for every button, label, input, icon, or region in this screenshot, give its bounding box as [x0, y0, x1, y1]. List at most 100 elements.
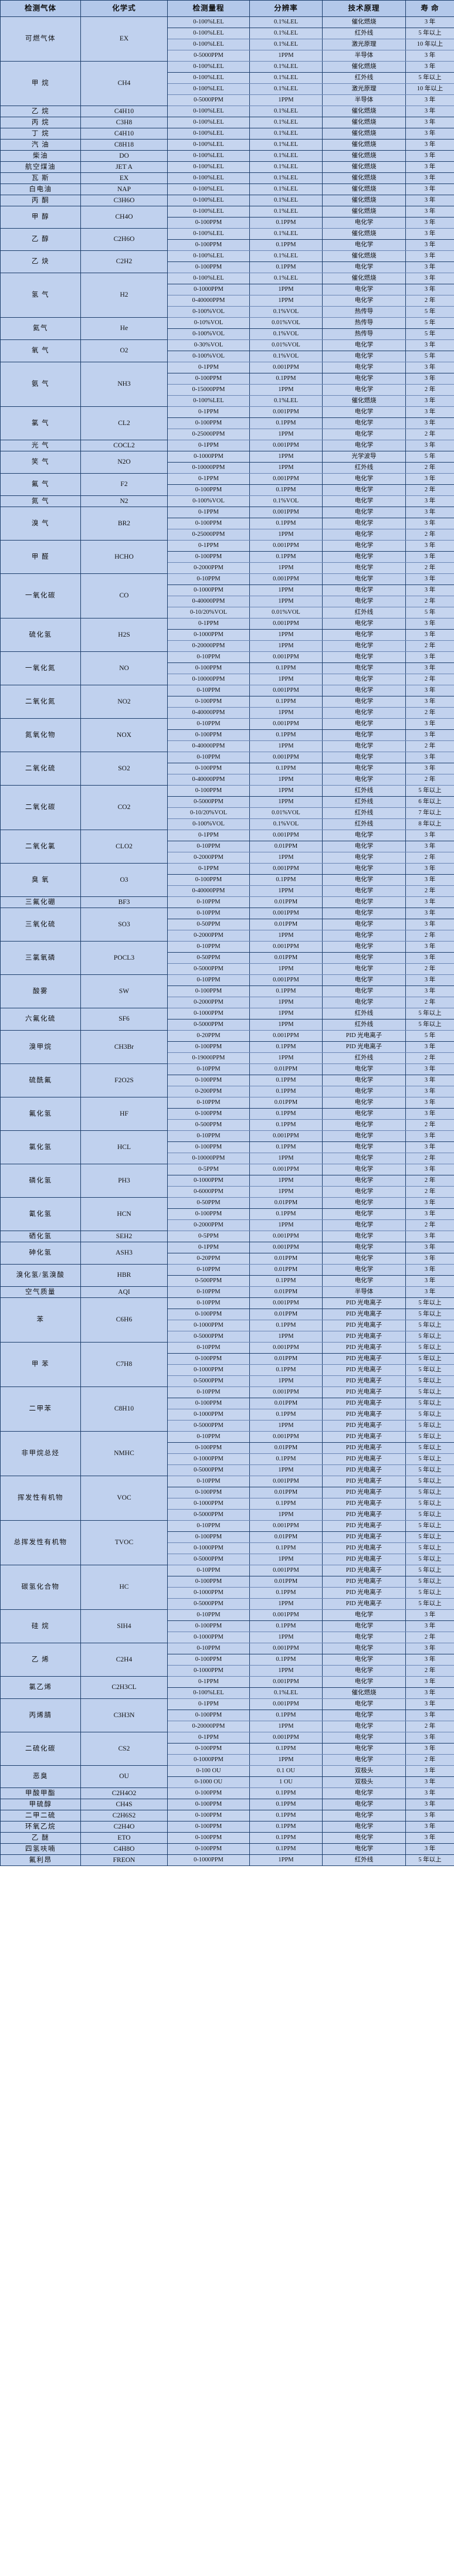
range-cell: 0-1000PPM	[167, 584, 250, 596]
lifetime-cell: 3 年	[405, 1843, 454, 1855]
chemical-formula-cell: SEH2	[80, 1231, 168, 1242]
lifetime-cell: 3 年	[405, 128, 454, 140]
range-cell: 0-5000PPM	[167, 963, 250, 975]
chemical-formula-cell: ETO	[80, 1832, 168, 1844]
resolution-cell: 1PPM	[249, 1554, 323, 1565]
table-header: 检测气体 化学式 检测量程 分辨率 技术原理寿 命	[0, 0, 454, 17]
resolution-cell: 0.1PPM	[249, 1108, 323, 1120]
table-row: 二氧化氯 CLO2 0-1PPM 0.001PPM 电化学 3 年	[0, 830, 454, 864]
chemical-formula-cell: HCHO	[80, 540, 168, 574]
technology-cell: 电化学	[322, 985, 406, 997]
table-row: 0-40000PPM 1PPM 电化学 2 年	[1, 295, 454, 307]
table-row: 非甲烷总烃 NMHC 0-10PPM 0.001PPM PID 光电离子 5 年以上	[0, 1431, 454, 1476]
resolution-cell: 0.1PPM	[249, 551, 323, 563]
table-row: 空气质量 AQI 0-10PPM 0.01PPM 半导体 3 年	[0, 1286, 454, 1298]
technology-cell: 电化学	[322, 1063, 406, 1075]
lifetime-cell: 3 年	[405, 1275, 454, 1287]
technology-cell: 电化学	[322, 507, 406, 518]
header-row: 检测气体 化学式 检测量程 分辨率 技术原理寿 命	[0, 0, 454, 17]
range-cell: 0-500PPM	[167, 1275, 250, 1287]
range-cell: 0-100PPM	[167, 1309, 250, 1320]
lifetime-cell: 3 年	[405, 662, 454, 674]
technology-cell: 红外线	[322, 72, 406, 84]
range-cell: 0-20PPM	[167, 1030, 250, 1042]
technology-cell: 电化学	[322, 1141, 406, 1153]
chemical-formula-cell: HCL	[80, 1130, 168, 1164]
lifetime-cell: 2 年	[405, 1175, 454, 1187]
lifetime-cell: 2 年	[405, 1721, 454, 1732]
table-row: 0-100PPM 0.1PPM 电化学 3 年	[1, 239, 454, 251]
technology-cell: 电化学	[322, 384, 406, 396]
lifetime-cell: 3 年	[405, 50, 454, 62]
resolution-cell: 0.001PPM	[249, 1030, 323, 1042]
resolution-cell: 0.1PPM	[249, 662, 323, 674]
technology-cell: 红外线	[322, 1052, 406, 1064]
gas-name-cell: 四氢呋喃	[0, 1843, 81, 1855]
range-cell: 0-1PPM	[167, 540, 250, 552]
range-cell: 0-2000PPM	[167, 852, 250, 864]
resolution-cell: 0.001PPM	[249, 863, 323, 875]
technology-cell: 电化学	[322, 351, 406, 362]
resolution-cell: 1PPM	[249, 1186, 323, 1198]
resolution-cell: 0.01PPM	[249, 1063, 323, 1075]
lifetime-cell: 3 年	[405, 440, 454, 451]
range-cell: 0-25000PPM	[167, 529, 250, 541]
technology-cell: 激光原理	[322, 39, 406, 50]
lifetime-cell: 3 年	[405, 161, 454, 173]
range-cell: 0-40000PPM	[167, 295, 250, 307]
chemical-formula-cell: C2H4	[80, 1643, 168, 1677]
range-cell: 0-10%VOL	[167, 317, 250, 329]
resolution-cell: 0.1PPM	[249, 1320, 323, 1331]
chemical-formula-cell: SO3	[80, 908, 168, 942]
technology-cell: 电化学	[322, 596, 406, 607]
table-row: 硫化氢 H2S 0-1PPM 0.001PPM 电化学 3 年	[0, 618, 454, 652]
lifetime-cell: 2 年	[405, 1219, 454, 1231]
lifetime-cell: 2 年	[405, 562, 454, 574]
resolution-cell: 0.1PPM	[249, 1821, 323, 1833]
resolution-cell: 0.1PPM	[249, 1041, 323, 1053]
lifetime-cell: 5 年以上	[405, 1375, 454, 1387]
resolution-cell: 0.1PPM	[249, 1743, 323, 1755]
gas-name-cell: 光 气	[0, 440, 81, 451]
range-cell: 0-30%VOL	[167, 339, 250, 351]
range-cell: 0-100PPM	[167, 417, 250, 429]
range-cell: 0-200PPM	[167, 1086, 250, 1097]
technology-cell: 电化学	[322, 1620, 406, 1632]
technology-cell: 红外线	[322, 796, 406, 808]
lifetime-cell: 3 年	[405, 106, 454, 117]
technology-cell: 电化学	[322, 1609, 406, 1621]
gas-name-cell: 氯化氢	[0, 1130, 81, 1164]
technology-cell: 电化学	[322, 640, 406, 652]
lifetime-cell: 2 年	[405, 384, 454, 396]
range-cell: 0-100%LEL	[167, 195, 250, 206]
technology-cell: PID 光电离子	[322, 1342, 406, 1354]
range-cell: 0-100PPM	[167, 1208, 250, 1220]
table-row: 汽 油 C8H18 0-100%LEL 0.1%LEL 催化燃烧 3 年	[0, 139, 454, 151]
gas-name-cell: 臭 氧	[0, 863, 81, 897]
resolution-cell: 0.001PPM	[249, 908, 323, 919]
resolution-cell: 0.01PPM	[249, 1097, 323, 1109]
gas-sensor-spec-page: 检测气体 化学式 检测量程 分辨率 技术原理寿 命 可燃气体 EX 0-100%LEL 0.1…	[0, 0, 454, 1866]
range-cell: 0-10PPM	[167, 1097, 250, 1109]
technology-cell: 电化学	[322, 1799, 406, 1810]
technology-cell: 电化学	[322, 1710, 406, 1721]
table-row: 溴化氢/氢溴酸 HBR 0-10PPM 0.01PPM 电化学 3 年	[0, 1264, 454, 1287]
range-cell: 0-100%LEL	[167, 61, 250, 73]
range-cell: 0-5000PPM	[167, 1554, 250, 1565]
range-cell: 0-100PPM	[167, 874, 250, 886]
range-cell: 0-10PPM	[167, 1130, 250, 1142]
table-row: 白电油 NAP 0-100%LEL 0.1%LEL 催化燃烧 3 年	[0, 183, 454, 195]
technology-cell: 电化学	[322, 1810, 406, 1821]
range-cell: 0-5000PPM	[167, 50, 250, 62]
range-cell: 0-1000PPM	[167, 1632, 250, 1643]
range-cell: 0-10PPM	[167, 1431, 250, 1443]
resolution-cell: 1 OU	[249, 1776, 323, 1788]
technology-cell: 电化学	[322, 963, 406, 975]
table-row: 磷化氢 PH3 0-5PPM 0.001PPM 电化学 3 年	[0, 1164, 454, 1198]
technology-cell: 电化学	[322, 1264, 406, 1276]
lifetime-cell: 3 年	[405, 395, 454, 407]
table-row: 一氧化氮 NO 0-10PPM 0.001PPM 电化学 3 年	[0, 651, 454, 685]
range-cell: 0-100PPM	[167, 484, 250, 496]
chemical-formula-cell: HC	[80, 1565, 168, 1610]
lifetime-cell: 3 年	[405, 1086, 454, 1097]
